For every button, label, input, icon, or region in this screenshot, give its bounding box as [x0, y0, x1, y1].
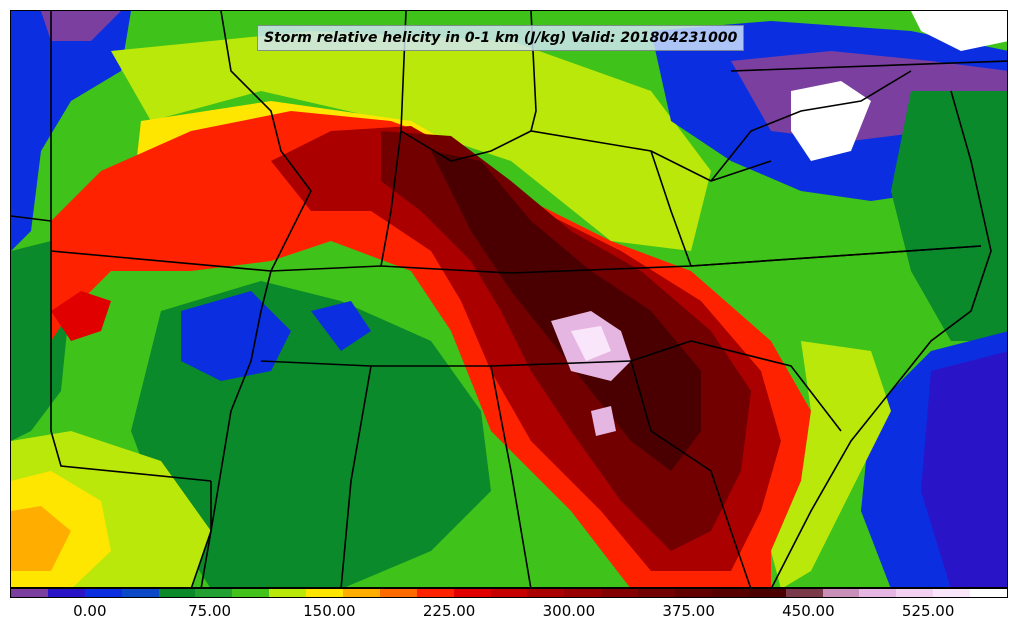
colorbar-tick-label: 75.00: [188, 602, 232, 620]
field-ne-white2: [911, 11, 1007, 51]
colorbar-swatch: [158, 589, 196, 597]
field-deep-core: [431, 151, 701, 471]
boundary-ms-al: [340, 365, 372, 587]
field-central-blue2: [311, 301, 371, 351]
field-south-orange2: [11, 506, 71, 571]
colorbar-swatch: [970, 589, 1008, 597]
boundary-al-ga: [490, 365, 532, 587]
colorbar-swatch: [896, 589, 934, 597]
colorbar-swatch: [121, 589, 159, 597]
boundary-ks-ok: [50, 250, 272, 272]
colorbar-swatch: [195, 589, 233, 597]
boundary-tn-nc: [630, 340, 842, 432]
boundary-va-nc: [690, 245, 982, 267]
boundary-pa: [730, 60, 1007, 72]
colorbar-swatch: [711, 589, 749, 597]
colorbar-swatch: [527, 589, 565, 597]
colorbar-labels: 0.00 75.00 150.00 225.00 300.00 375.00 450.00 5…: [10, 602, 1008, 626]
helicity-field: [11, 11, 1007, 587]
field-east-blue-dark: [921, 351, 1007, 587]
boundary-ok-tx: [50, 430, 212, 482]
colorbar-tick-label: 300.00: [542, 602, 596, 620]
colorbar-swatch: [748, 589, 786, 597]
colorbar-swatch: [47, 589, 85, 597]
field-east-fringe: [771, 341, 891, 587]
colorbar-tick-label: 225.00: [422, 602, 476, 620]
boundary-ne-ks: [11, 215, 52, 222]
field-top-purple: [41, 11, 121, 41]
colorbar-swatch: [232, 589, 270, 597]
field-east-green: [891, 91, 1007, 341]
boundary-ar-ms: [260, 360, 632, 367]
boundary-ky-tn: [650, 150, 692, 267]
boundary-oh-ky: [400, 130, 772, 182]
field-north-yellowgreen: [111, 31, 711, 251]
field-red-band-west: [51, 291, 111, 341]
helicity-map: Storm relative helicity in 0-1 km (J/kg)…: [10, 10, 1008, 588]
field-ne-white: [791, 81, 871, 161]
colorbar-swatch: [822, 589, 860, 597]
state-boundaries: [11, 11, 1007, 587]
field-central-blue: [181, 291, 291, 381]
colorbar-swatch: [453, 589, 491, 597]
colorbar: [10, 588, 1008, 598]
boundary-mo-il: [220, 11, 312, 272]
colorbar-tick-label: 450.00: [782, 602, 835, 620]
colorbar-swatch: [490, 589, 528, 597]
colorbar-swatch: [601, 589, 639, 597]
colorbar-tick-label: 375.00: [662, 602, 715, 620]
colorbar-swatch: [416, 589, 454, 597]
colorbar-tick-label: 0.00: [73, 602, 107, 620]
colorbar-swatch: [859, 589, 897, 597]
colorbar-swatch: [933, 589, 971, 597]
colorbar-swatch: [343, 589, 380, 597]
boundary-ga-sc: [630, 360, 752, 587]
coastline-east: [771, 90, 992, 587]
field-pink-spot: [591, 406, 616, 436]
map-title: Storm relative helicity in 0-1 km (J/kg)…: [257, 25, 745, 51]
field-white-max: [571, 326, 611, 361]
colorbar-swatch: [11, 589, 48, 597]
colorbar-swatch: [379, 589, 417, 597]
river-mississippi: [200, 270, 272, 587]
colorbar-swatch: [84, 589, 122, 597]
field-west-blue: [11, 11, 131, 251]
colorbar-swatch: [675, 589, 712, 597]
boundary-wv-va: [710, 70, 912, 182]
colorbar-swatch: [638, 589, 676, 597]
colorbar-swatch: [306, 589, 344, 597]
colorbar-swatch: [564, 589, 602, 597]
colorbar-tick-label: 525.00: [901, 602, 955, 620]
colorbar-swatch: [785, 589, 823, 597]
boundary-il-in: [380, 11, 407, 267]
colorbar-tick-label: 150.00: [303, 602, 356, 620]
colorbar-swatch: [269, 589, 307, 597]
